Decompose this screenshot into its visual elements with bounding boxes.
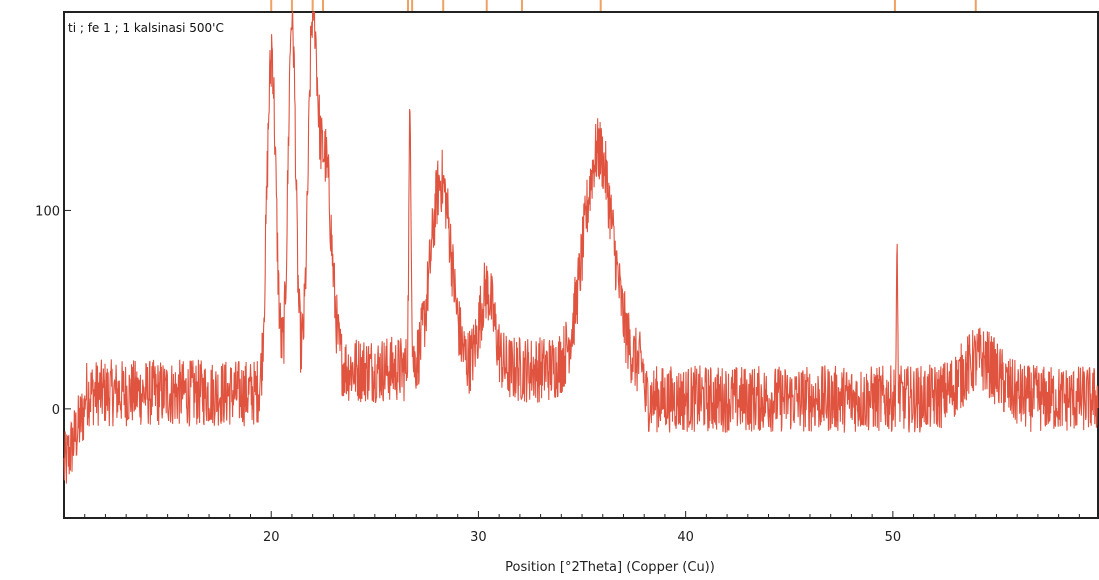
x-axis-ticks: 20 30 40 50 [63, 511, 1080, 545]
x-tick-label: 30 [470, 530, 487, 545]
y-tick-label: 100 [35, 204, 60, 219]
x-tick-label: 20 [263, 530, 280, 545]
series-line [63, 11, 1099, 484]
x-tick-label: 40 [677, 530, 694, 545]
x-tick-label: 50 [885, 530, 902, 545]
y-axis-ticks: 0 100 [35, 204, 71, 418]
y-tick-label: 0 [52, 403, 60, 418]
x-axis-label: Position [°2Theta] (Copper (Cu)) [505, 560, 715, 575]
chart-title: ti ; fe 1 ; 1 kalsinasi 500'C [68, 21, 224, 35]
reference-markers [270, 0, 977, 12]
